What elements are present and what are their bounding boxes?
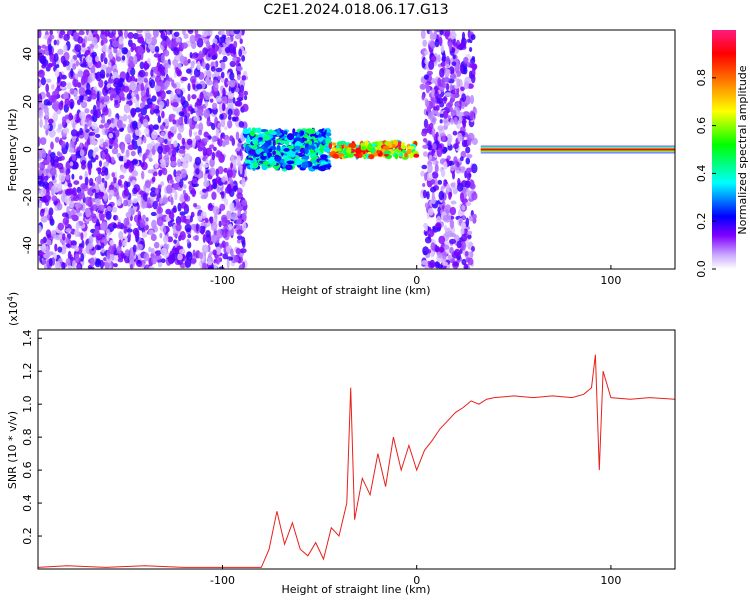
snr-y-ticks: 0.2 0.4 0.6 0.8 1.0 1.2 1.4 [21,329,42,545]
colorbar-gradient [712,30,736,269]
spectrogram-y-axis-label: Frequency (Hz) [6,109,19,192]
snr-marks [38,354,675,568]
snr-y-tick-label: 1.0 [21,395,34,413]
colorbar-label: Normalized spectral amplitude [736,65,749,234]
snr-y-tick-label: 0.2 [21,527,34,545]
heatmap-region-1 [242,127,333,172]
colorbar-tick-label: 0.0 [695,260,708,278]
spectrogram-x-tick-label: 100 [600,274,621,287]
heatmap-region-4 [480,145,675,154]
snr-plot: -100 0 100 0.2 0.4 0.6 0.8 1.0 1.2 1.4 Height of… [6,292,676,596]
colorbar: 0.0 0.2 0.4 0.6 0.8 Normalized spectral ampl… [695,30,749,278]
spectrogram-x-ticks: -100 0 100 [210,265,621,287]
snr-y-multiplier: (x104) [6,292,20,326]
spectrogram-marks [38,30,675,269]
colorbar-ticks: 0.0 0.2 0.4 0.6 0.8 [695,69,716,278]
heatmap-region-0 [38,30,249,269]
spectrogram-y-tick-label: 0 [21,146,34,153]
spectrogram-y-tick-label: 40 [21,47,34,61]
snr-x-axis-label: Height of straight line (km) [281,583,430,596]
figure-title: C2E1.2024.018.06.17.G13 [263,2,448,18]
snr-y-tick-label: 0.4 [21,494,34,512]
heatmap-region-2 [328,139,420,160]
snr-y-tick-label: 0.8 [21,428,34,446]
snr-x-tick-label: 100 [600,574,621,587]
spectrogram-x-axis-label: Height of straight line (km) [281,284,430,297]
snr-y-tick-label: 0.6 [21,461,34,479]
spectrogram-y-tick-label: 20 [21,95,34,109]
snr-y-tick-label: 1.4 [21,329,34,347]
spectrogram-y-tick-label: -20 [21,188,34,206]
snr-y-axis-label: SNR (10 * v/v) [6,411,19,489]
snr-x-tick-label: -100 [210,574,235,587]
spectrogram-plot: -100 0 100 -40 -20 0 20 40 Height of straight … [6,29,676,297]
snr-frame [37,329,676,570]
heatmap-region-3 [419,30,478,269]
spectrogram-y-tick-label: -40 [21,236,34,254]
colorbar-tick-label: 0.4 [695,165,708,183]
snr-series-line [38,354,675,568]
spectrogram-y-ticks: -40 -20 0 20 40 [21,47,42,254]
snr-y-tick-label: 1.2 [21,362,34,380]
snr-x-tick-label: 0 [413,574,420,587]
spectrogram-x-tick-label: -100 [210,274,235,287]
colorbar-tick-label: 0.2 [695,212,708,230]
spectrogram-x-tick-label: 0 [413,274,420,287]
colorbar-tick-label: 0.8 [695,69,708,87]
colorbar-tick-label: 0.6 [695,117,708,135]
snr-x-ticks: -100 0 100 [210,565,621,587]
